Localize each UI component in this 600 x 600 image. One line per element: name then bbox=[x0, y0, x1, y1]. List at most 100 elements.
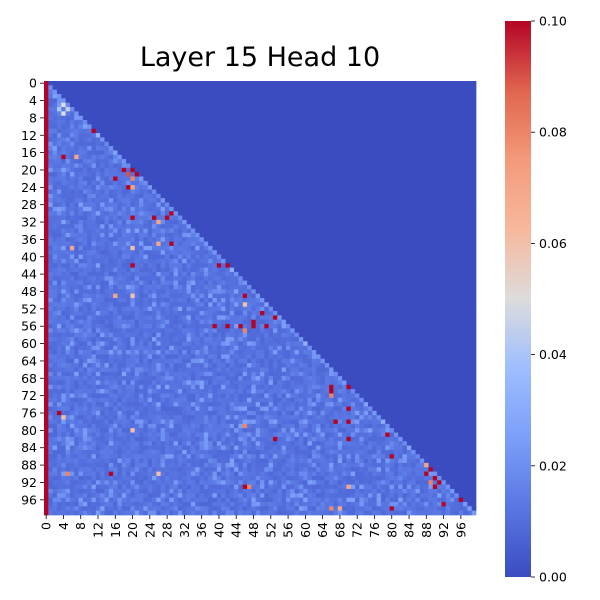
heatmap-cell bbox=[441, 211, 447, 216]
heatmap-cell bbox=[147, 98, 153, 104]
heatmap-cell bbox=[139, 206, 144, 212]
heatmap-cell bbox=[203, 280, 209, 286]
heatmap-cell bbox=[95, 133, 101, 138]
heatmap-cell bbox=[458, 115, 464, 121]
heatmap-cell bbox=[87, 150, 92, 156]
heatmap-cell bbox=[342, 271, 347, 277]
heatmap-cell bbox=[234, 289, 239, 295]
heatmap-cell bbox=[363, 146, 369, 151]
heatmap-cell bbox=[324, 133, 330, 138]
heatmap-cell bbox=[143, 198, 149, 203]
heatmap-cell bbox=[454, 263, 460, 268]
heatmap-cell bbox=[208, 219, 213, 225]
heatmap-cell bbox=[44, 228, 49, 234]
heatmap-cell bbox=[87, 250, 92, 255]
heatmap-cell bbox=[113, 107, 118, 112]
heatmap-cell bbox=[251, 111, 257, 117]
heatmap-cell bbox=[419, 211, 425, 216]
heatmap-cell bbox=[91, 107, 97, 112]
heatmap-cell bbox=[380, 94, 386, 99]
heatmap-cell bbox=[402, 232, 408, 238]
heatmap-cell bbox=[303, 180, 308, 186]
heatmap-cell bbox=[268, 224, 274, 229]
heatmap-cell bbox=[164, 254, 170, 260]
heatmap-cell bbox=[108, 102, 114, 108]
heatmap-cell bbox=[463, 124, 468, 130]
heatmap-cell bbox=[303, 98, 308, 104]
heatmap-cell bbox=[355, 271, 360, 277]
heatmap-cell bbox=[208, 263, 213, 268]
heatmap-cell bbox=[56, 172, 62, 177]
heatmap-cell bbox=[87, 289, 92, 295]
heatmap-cell bbox=[454, 167, 460, 173]
heatmap-cell bbox=[95, 206, 101, 212]
heatmap-cell bbox=[264, 219, 269, 225]
heatmap-cell bbox=[216, 211, 222, 216]
heatmap-cell bbox=[272, 289, 278, 295]
heatmap-cell bbox=[294, 276, 300, 281]
heatmap-cell bbox=[350, 289, 356, 295]
heatmap-cell bbox=[199, 289, 205, 295]
heatmap-cell bbox=[264, 211, 269, 216]
heatmap-cell bbox=[186, 81, 192, 86]
heatmap-cell bbox=[393, 159, 399, 164]
heatmap-cell bbox=[411, 250, 416, 255]
heatmap-cell bbox=[450, 228, 455, 234]
heatmap-cell bbox=[290, 237, 295, 242]
heatmap-cell bbox=[355, 241, 360, 247]
heatmap-cell bbox=[424, 120, 429, 125]
heatmap-cell bbox=[450, 150, 455, 156]
heatmap-cell bbox=[169, 289, 174, 295]
heatmap-cell bbox=[130, 180, 136, 186]
heatmap-cell bbox=[294, 219, 300, 225]
heatmap-cell bbox=[212, 120, 218, 125]
heatmap-cell bbox=[441, 284, 447, 290]
heatmap-cell bbox=[298, 211, 304, 216]
heatmap-cell bbox=[419, 115, 425, 121]
heatmap-cell bbox=[260, 120, 265, 125]
heatmap-cell bbox=[419, 245, 425, 251]
heatmap-cell bbox=[87, 254, 92, 260]
heatmap-cell bbox=[393, 154, 399, 160]
heatmap-cell bbox=[212, 224, 218, 229]
heatmap-cell bbox=[147, 128, 153, 134]
heatmap-cell bbox=[186, 289, 192, 295]
heatmap-cell bbox=[82, 193, 88, 199]
heatmap-cell bbox=[402, 224, 408, 229]
heatmap-cell bbox=[316, 198, 321, 203]
heatmap-cell bbox=[402, 254, 408, 260]
heatmap-cell bbox=[216, 185, 222, 190]
heatmap-cell bbox=[78, 172, 84, 177]
heatmap-cell bbox=[229, 267, 235, 273]
heatmap-cell bbox=[173, 137, 179, 143]
heatmap-cell bbox=[393, 263, 399, 268]
heatmap-cell bbox=[311, 128, 317, 134]
heatmap-cell bbox=[467, 189, 473, 195]
heatmap-cell bbox=[82, 189, 88, 195]
heatmap-cell bbox=[74, 124, 79, 130]
heatmap-cell bbox=[238, 224, 244, 229]
heatmap-cell bbox=[316, 228, 321, 234]
heatmap-cell bbox=[126, 150, 131, 156]
heatmap-cell bbox=[78, 284, 84, 290]
heatmap-cell bbox=[320, 284, 326, 290]
heatmap-cell bbox=[199, 150, 205, 156]
heatmap-cell bbox=[419, 258, 425, 264]
heatmap-cell bbox=[121, 206, 127, 212]
heatmap-cell bbox=[117, 172, 123, 177]
heatmap-cell bbox=[182, 176, 187, 182]
heatmap-cell bbox=[359, 198, 365, 203]
heatmap-cell bbox=[298, 154, 304, 160]
heatmap-cell bbox=[199, 98, 205, 104]
heatmap-cell bbox=[100, 219, 105, 225]
heatmap-cell bbox=[350, 172, 356, 177]
heatmap-cell bbox=[203, 167, 209, 173]
heatmap-cell bbox=[190, 154, 196, 160]
heatmap-cell bbox=[260, 284, 265, 290]
heatmap-cell bbox=[260, 219, 265, 225]
heatmap-cell bbox=[303, 211, 308, 216]
heatmap-cell bbox=[190, 284, 196, 290]
heatmap-cell bbox=[324, 258, 330, 264]
heatmap-cell bbox=[450, 141, 455, 147]
heatmap-cell bbox=[471, 85, 477, 91]
